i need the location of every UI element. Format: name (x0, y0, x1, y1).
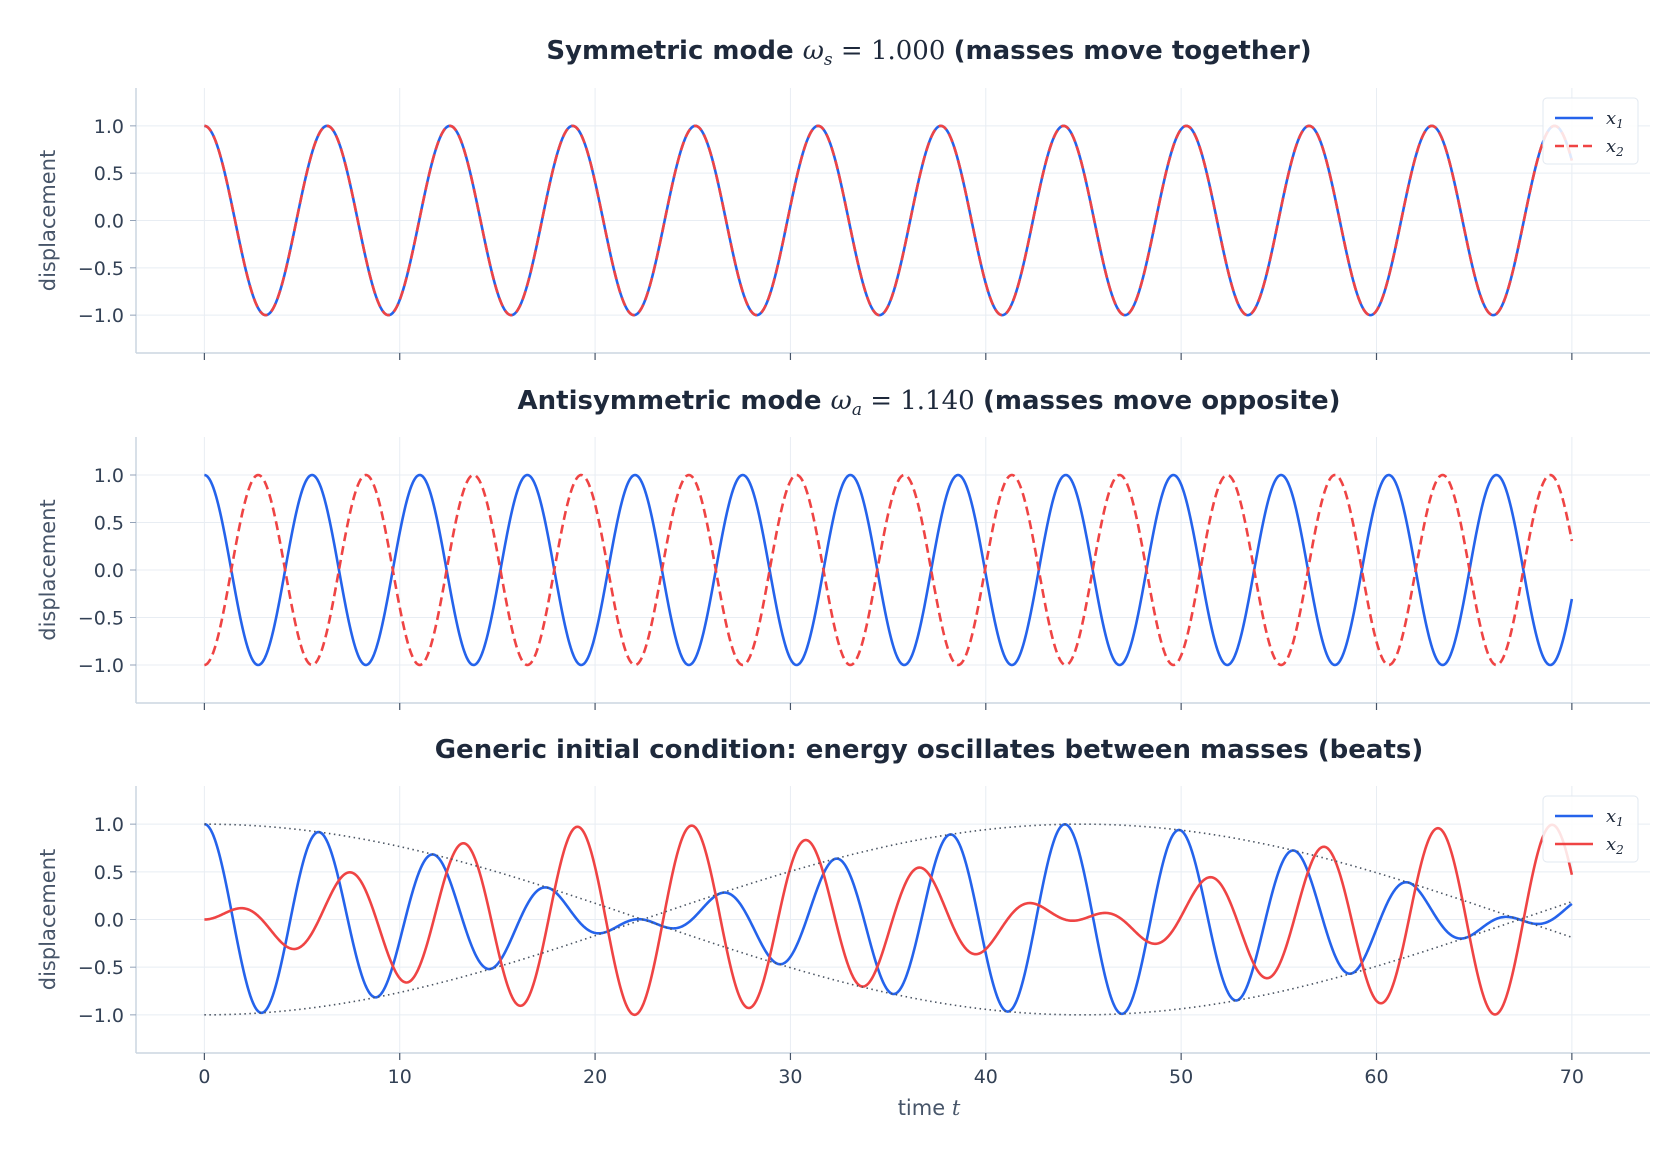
legend-label-sub: 2 (1615, 843, 1624, 857)
series-line-envelope (204, 823, 1573, 1016)
legend-box (1542, 795, 1639, 863)
y-tick-label: 1.0 (94, 465, 124, 487)
y-tick-label: 1.0 (94, 814, 124, 836)
series-line-x1 (204, 473, 1574, 667)
x-tick-label: 10 (388, 1066, 412, 1088)
y-tick-label: −0.5 (78, 258, 124, 280)
legend-label-var: x (1606, 806, 1616, 827)
x-tick-label: 20 (583, 1066, 607, 1088)
series-line-x2 (204, 823, 1574, 1017)
legend-label-x2: x2 (1606, 834, 1624, 857)
title-omega: ω (831, 386, 852, 416)
x-axis-label-var: t (952, 1096, 961, 1120)
series-line-x2 (204, 473, 1574, 667)
panel-2: 1.0 0.5 0.0 −0.5 −1.0 displacement Antisymmetr… (36, 386, 1650, 710)
title-eq: = 1.140 (862, 386, 983, 416)
legend-label-var: x (1606, 136, 1616, 157)
legend-label-sub: 1 (1616, 815, 1624, 829)
y-tick-label: 0.5 (94, 163, 124, 185)
panel-3: 1.0 0.5 0.0 −0.5 −1.0 0 10 20 30 40 50 60 70 displace… (36, 735, 1650, 1120)
chart-title: Generic initial condition: energy oscill… (435, 735, 1424, 765)
series-line-envelope-lower (204, 823, 1573, 1016)
legend-label-var: x (1606, 834, 1616, 855)
x-axis-label: time t (898, 1096, 961, 1120)
x-tick-label: 50 (1169, 1066, 1193, 1088)
y-tick-label: −1.0 (78, 305, 124, 327)
x-tick-label: 70 (1560, 1066, 1584, 1088)
panel-1: 1.0 0.5 0.0 −0.5 −1.0 displacement Symmetric m… (36, 36, 1650, 360)
title-omega: ω (803, 36, 824, 66)
y-tick-label: 0.0 (94, 560, 124, 582)
x-tick-label: 60 (1364, 1066, 1388, 1088)
y-tick-label: −0.5 (78, 957, 124, 979)
x-tick-label: 0 (198, 1066, 210, 1088)
y-axis-label: displacement (36, 499, 60, 641)
legend-label-sub: 2 (1615, 145, 1624, 159)
series-line-x1 (204, 822, 1573, 1016)
chart-title: Antisymmetric mode ωa = 1.140 (masses mo… (518, 386, 1341, 420)
legend-label-var: x (1606, 108, 1616, 129)
legend-label-x1: x1 (1606, 108, 1624, 131)
y-tick-label: 1.0 (94, 116, 124, 138)
title-lead: Symmetric mode (546, 36, 802, 66)
legend-label-x1: x1 (1606, 806, 1624, 829)
title-eq: = 1.000 (833, 36, 954, 66)
x-tick-label: 40 (974, 1066, 998, 1088)
series-line-x2 (204, 124, 1574, 317)
title-omega-sub: a (852, 400, 862, 420)
y-tick-label: −1.0 (78, 655, 124, 677)
title-tail: (masses move opposite) (983, 386, 1341, 416)
title-tail: (masses move together) (954, 36, 1312, 66)
title-lead: Antisymmetric mode (518, 386, 831, 416)
legend-box (1542, 97, 1639, 165)
y-tick-label: 0.0 (94, 910, 124, 932)
y-axis-label: displacement (36, 849, 60, 991)
x-axis-label-text: time (898, 1096, 952, 1120)
x-tick-label: 30 (778, 1066, 802, 1088)
y-tick-label: 0.5 (94, 513, 124, 535)
title-omega-sub: s (824, 50, 833, 70)
y-axis-label: displacement (36, 150, 60, 292)
y-tick-label: 0.5 (94, 862, 124, 884)
y-tick-label: −1.0 (78, 1005, 124, 1027)
legend-label-sub: 1 (1616, 117, 1624, 131)
legend-label-x2: x2 (1606, 136, 1624, 159)
y-tick-label: −0.5 (78, 608, 124, 630)
chart-title: Symmetric mode ωs = 1.000 (masses move t… (546, 36, 1311, 70)
y-tick-label: 0.0 (94, 211, 124, 233)
